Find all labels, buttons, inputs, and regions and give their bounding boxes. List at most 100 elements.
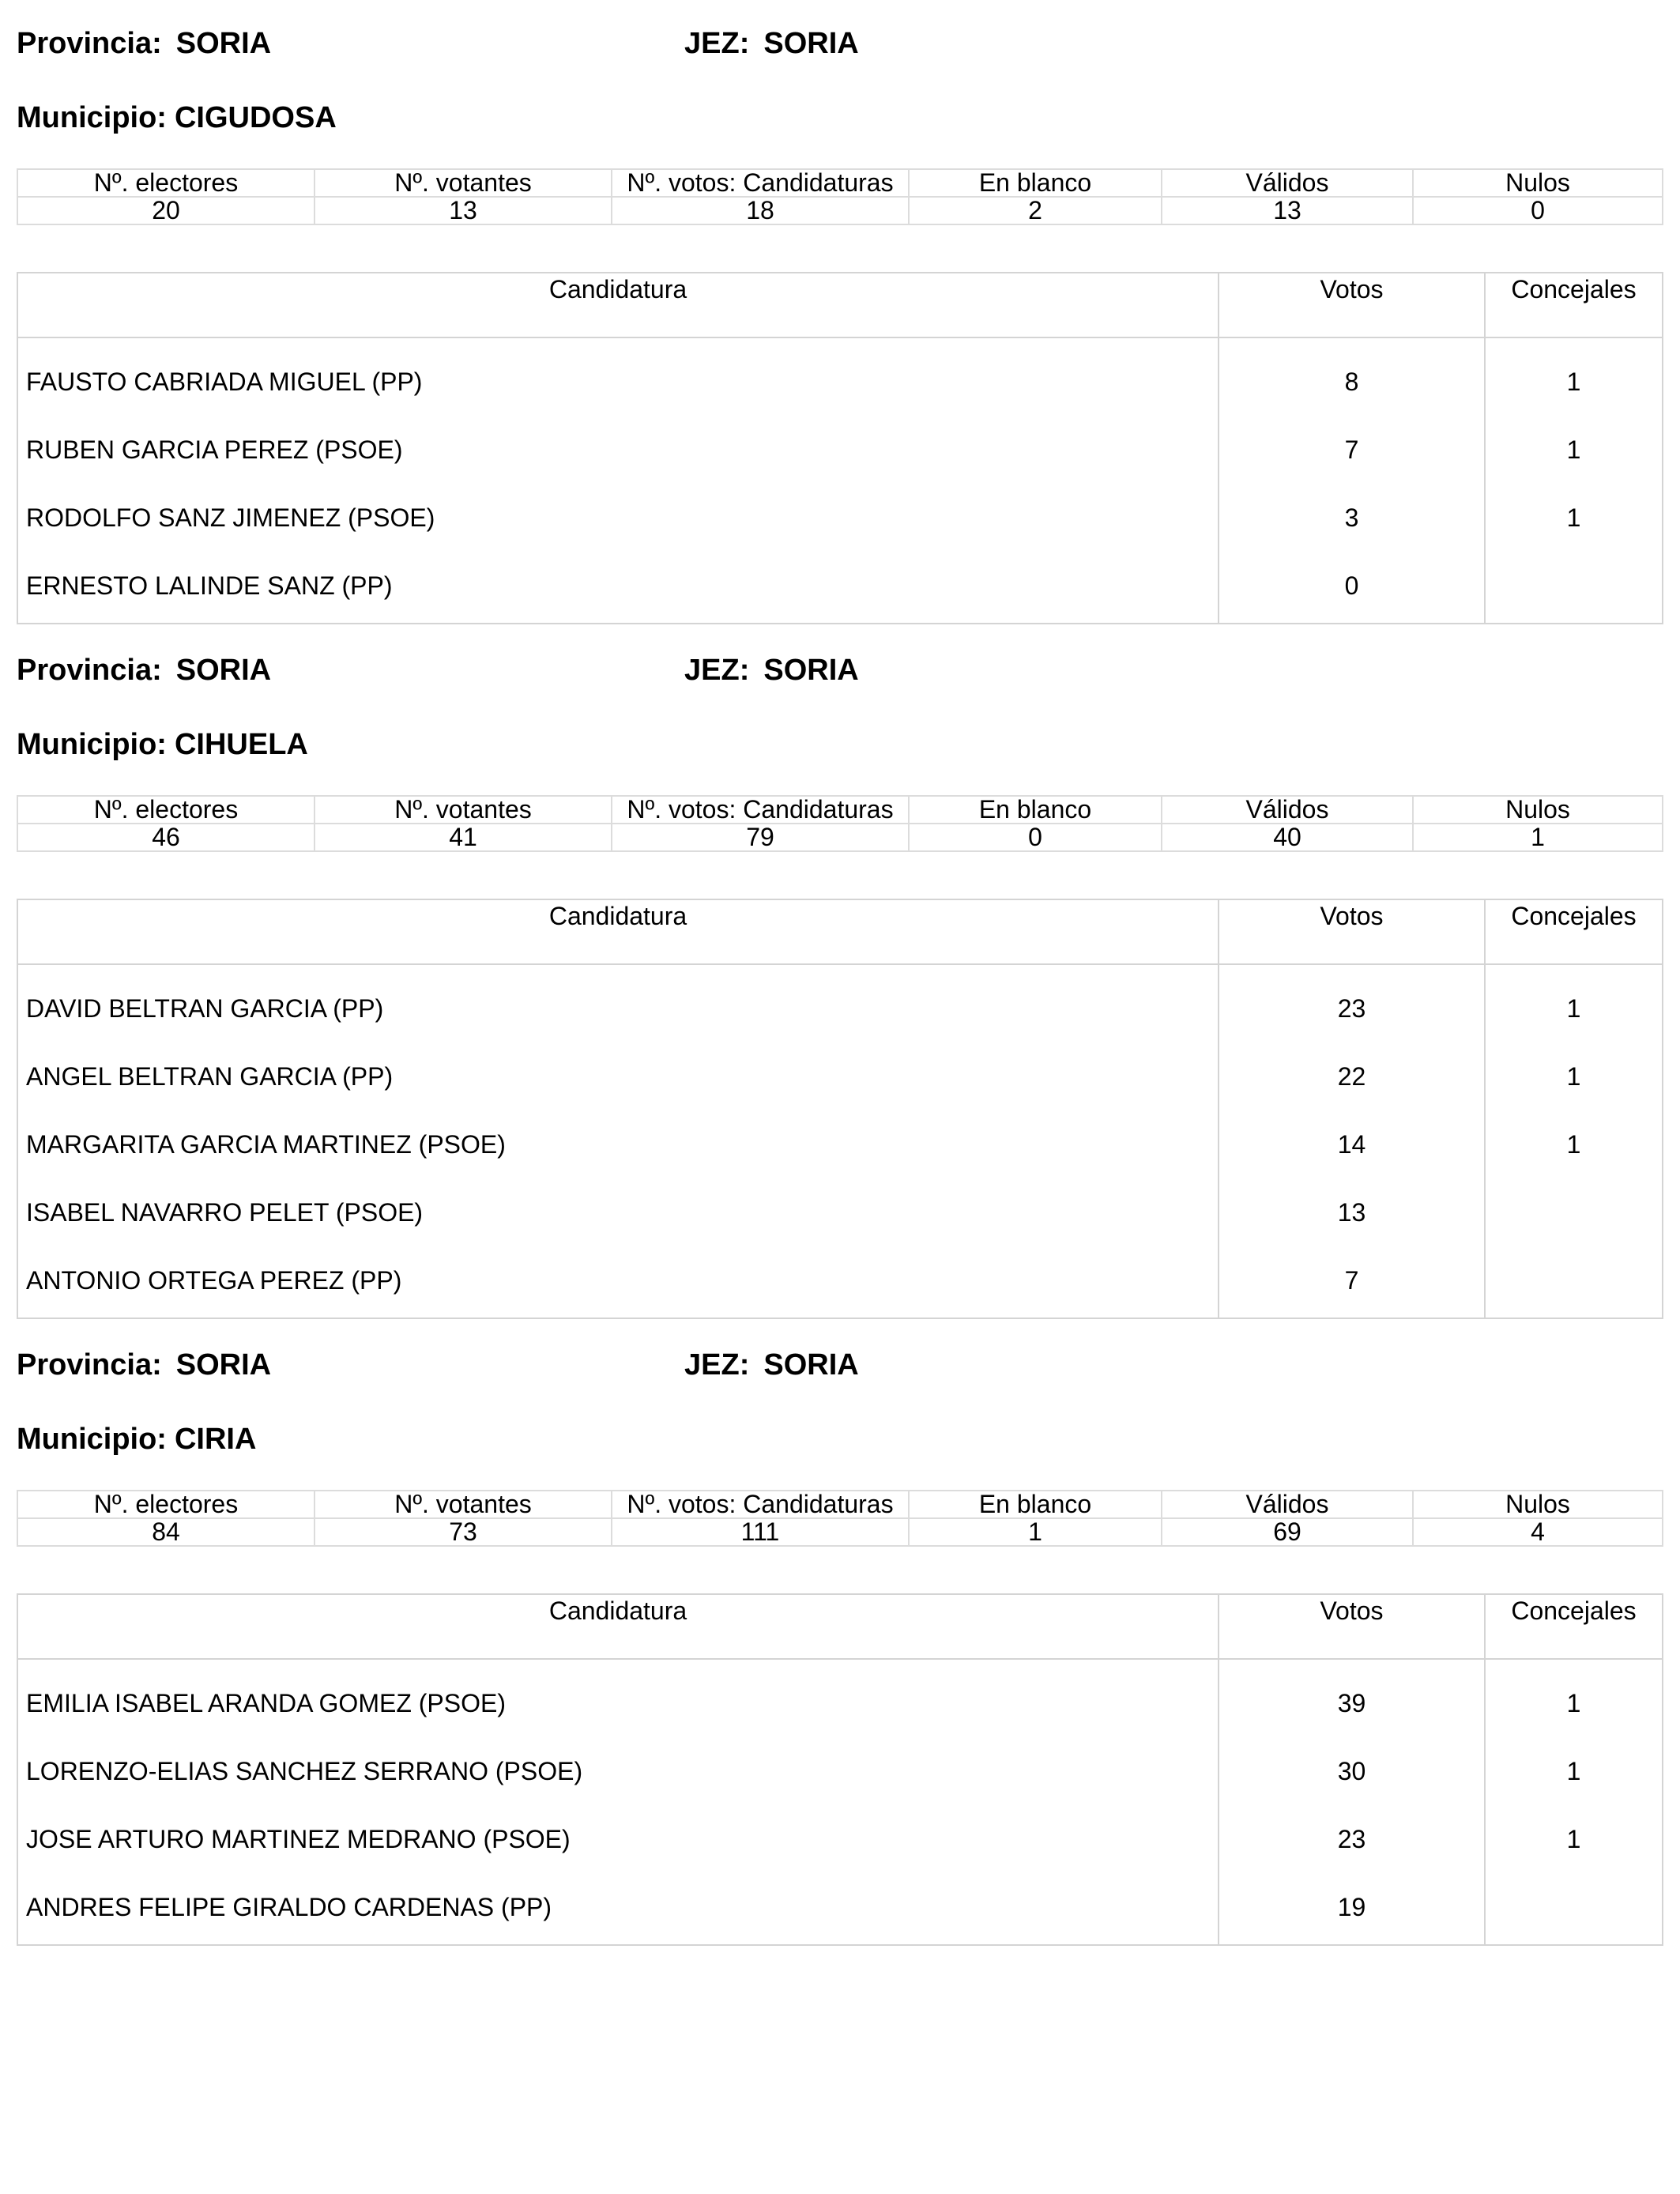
- candidates-header: Candidatura Votos Concejales: [18, 1595, 1662, 1660]
- candidate-name: RUBEN GARCIA PEREZ (PSOE): [26, 435, 403, 464]
- candidate-name: ANDRES FELIPE GIRALDO CARDENAS (PP): [26, 1893, 552, 1921]
- municipio-value: CIRIA: [174, 1423, 257, 1456]
- candidate-votes-value: 14: [1337, 1130, 1366, 1159]
- candidatura-header: Candidatura: [18, 1595, 1219, 1658]
- candidate-votes-value: 30: [1337, 1757, 1366, 1785]
- stats-value-cell: 13: [314, 196, 612, 225]
- candidate-concejales-value: 1: [1566, 503, 1581, 532]
- stats-header-cell: En blanco: [908, 168, 1162, 198]
- provincia-line: Provincia: SORIA: [17, 650, 271, 690]
- candidate-votes: 8 7 3 0: [1219, 338, 1486, 623]
- stats-value-cell: 73: [314, 1517, 612, 1547]
- stats-value-cell: 46: [17, 823, 315, 852]
- candidate-name: ANTONIO ORTEGA PEREZ (PP): [26, 1266, 402, 1295]
- provincia-line: Provincia: SORIA: [17, 1345, 271, 1385]
- stats-header-row: Nº. electores Nº. votantes Nº. votos: Ca…: [17, 1490, 1663, 1519]
- concejales-header: Concejales: [1511, 902, 1637, 930]
- candidate-name: DAVID BELTRAN GARCIA (PP): [26, 994, 384, 1023]
- provincia-value: SORIA: [175, 654, 272, 687]
- candidates-table: Candidatura Votos Concejales FAUSTO CABR…: [17, 272, 1663, 624]
- votos-header: Votos: [1219, 1595, 1486, 1658]
- votos-header: Votos: [1219, 273, 1486, 337]
- candidate-name: MARGARITA GARCIA MARTINEZ (PSOE): [26, 1130, 506, 1159]
- candidate-name: JOSE ARTURO MARTINEZ MEDRANO (PSOE): [26, 1825, 571, 1853]
- stats-header-cell: Nulos: [1412, 795, 1663, 824]
- candidate-concejales: 1 1 1: [1486, 965, 1662, 1318]
- stats-value-cell: 4: [1412, 1517, 1663, 1547]
- provincia-line: Provincia: SORIA: [17, 24, 271, 63]
- jez-label: JEZ:: [684, 1348, 750, 1382]
- stats-table: Nº. electores Nº. votantes Nº. votos: Ca…: [17, 795, 1663, 852]
- candidates-body: FAUSTO CABRIADA MIGUEL (PP) RUBEN GARCIA…: [18, 338, 1662, 623]
- jez-line: JEZ: SORIA: [684, 650, 859, 690]
- candidate-concejales-value: 1: [1566, 1825, 1581, 1853]
- votos-header: Votos: [1219, 900, 1486, 963]
- jez-value: SORIA: [763, 1348, 859, 1382]
- jez-label: JEZ:: [684, 27, 750, 60]
- candidate-votes: 39 30 23 19: [1219, 1660, 1486, 1944]
- candidate-concejales-value: [1486, 1246, 1662, 1314]
- jez-label: JEZ:: [684, 654, 750, 687]
- candidate-votes-value: 3: [1344, 503, 1359, 532]
- stats-header-cell: Nº. electores: [17, 1490, 315, 1519]
- candidate-votes-value: 22: [1337, 1062, 1366, 1091]
- candidate-concejales-value: [1486, 1178, 1662, 1246]
- jez-line: JEZ: SORIA: [684, 1345, 859, 1385]
- stats-value-row: 46 41 79 0 40 1: [17, 823, 1663, 852]
- stats-value-cell: 41: [314, 823, 612, 852]
- candidate-names: EMILIA ISABEL ARANDA GOMEZ (PSOE) LORENZ…: [18, 1660, 1219, 1944]
- candidates-table: Candidatura Votos Concejales EMILIA ISAB…: [17, 1593, 1663, 1946]
- stats-value-cell: 111: [611, 1517, 910, 1547]
- candidate-concejales-value: 1: [1566, 435, 1581, 464]
- candidate-votes: 23 22 14 13 7: [1219, 965, 1486, 1318]
- stats-value-cell: 84: [17, 1517, 315, 1547]
- candidate-concejales: 1 1 1: [1486, 338, 1662, 623]
- candidate-concejales-value: 1: [1566, 1130, 1581, 1159]
- candidates-body: DAVID BELTRAN GARCIA (PP) ANGEL BELTRAN …: [18, 965, 1662, 1318]
- jez-value: SORIA: [763, 654, 859, 687]
- municipio-value: CIHUELA: [174, 728, 308, 761]
- stats-header-cell: Válidos: [1161, 168, 1414, 198]
- candidate-names: DAVID BELTRAN GARCIA (PP) ANGEL BELTRAN …: [18, 965, 1219, 1318]
- stats-value-cell: 0: [1412, 196, 1663, 225]
- stats-header-cell: Nulos: [1412, 1490, 1663, 1519]
- stats-header-cell: Válidos: [1161, 795, 1414, 824]
- candidate-votes-value: 0: [1344, 571, 1359, 600]
- candidates-header: Candidatura Votos Concejales: [18, 900, 1662, 965]
- candidates-header: Candidatura Votos Concejales: [18, 273, 1662, 338]
- provincia-label: Provincia:: [17, 1348, 162, 1382]
- candidate-name: ERNESTO LALINDE SANZ (PP): [26, 571, 393, 600]
- candidate-concejales-value: 1: [1566, 1689, 1581, 1717]
- candidate-name: LORENZO-ELIAS SANCHEZ SERRANO (PSOE): [26, 1757, 583, 1785]
- stats-table: Nº. electores Nº. votantes Nº. votos: Ca…: [17, 1490, 1663, 1547]
- candidate-name: ANGEL BELTRAN GARCIA (PP): [26, 1062, 394, 1091]
- stats-header-cell: Válidos: [1161, 1490, 1414, 1519]
- municipio-line: Municipio: CIRIA: [17, 1419, 256, 1459]
- stats-value-cell: 1: [1412, 823, 1663, 852]
- candidate-name: RODOLFO SANZ JIMENEZ (PSOE): [26, 503, 435, 532]
- stats-header-cell: Nº. electores: [17, 795, 315, 824]
- stats-header-cell: Nº. votos: Candidaturas: [611, 1490, 910, 1519]
- candidate-votes-value: 23: [1337, 994, 1366, 1023]
- stats-value-cell: 40: [1161, 823, 1414, 852]
- candidate-votes-value: 19: [1337, 1893, 1366, 1921]
- stats-value-row: 84 73 111 1 69 4: [17, 1517, 1663, 1547]
- stats-value-cell: 79: [611, 823, 910, 852]
- stats-header-row: Nº. electores Nº. votantes Nº. votos: Ca…: [17, 795, 1663, 824]
- candidate-concejales-value: 1: [1566, 368, 1581, 396]
- stats-header-cell: Nº. votantes: [314, 795, 612, 824]
- jez-value: SORIA: [763, 27, 859, 60]
- stats-header-cell: En blanco: [908, 795, 1162, 824]
- candidates-body: EMILIA ISABEL ARANDA GOMEZ (PSOE) LORENZ…: [18, 1660, 1662, 1944]
- candidate-concejales-value: 1: [1566, 1757, 1581, 1785]
- municipio-value: CIGUDOSA: [174, 101, 337, 134]
- stats-table: Nº. electores Nº. votantes Nº. votos: Ca…: [17, 168, 1663, 225]
- candidate-votes-value: 8: [1344, 368, 1359, 396]
- provincia-label: Provincia:: [17, 654, 162, 687]
- stats-value-cell: 13: [1161, 196, 1414, 225]
- stats-header-cell: Nº. votantes: [314, 168, 612, 198]
- candidate-concejales-value: 1: [1566, 1062, 1581, 1091]
- candidate-concejales-value: [1486, 1873, 1662, 1941]
- candidatura-header: Candidatura: [18, 273, 1219, 337]
- municipio-label: Municipio:: [17, 1423, 167, 1456]
